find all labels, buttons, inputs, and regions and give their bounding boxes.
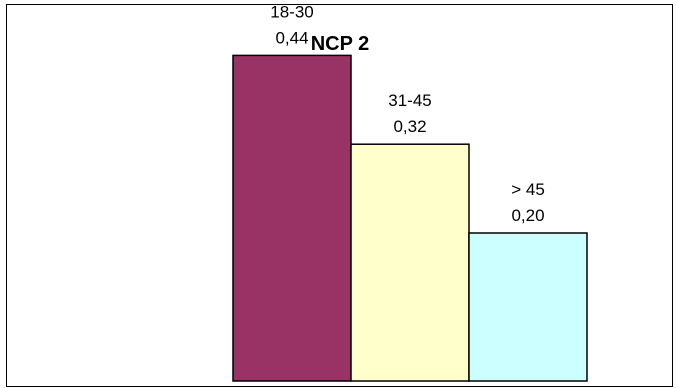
labels-group: 18-30 0,44 31-45 0,32 > 45 0,20 (270, 2, 545, 225)
value-label-2: 0,20 (511, 206, 544, 225)
bars-group (232, 54, 588, 382)
chart-title: NCP 2 (311, 33, 370, 55)
bar-2 (468, 232, 588, 382)
category-label-2: > 45 (511, 180, 545, 199)
category-label-0: 18-30 (270, 2, 313, 21)
category-label-1: 31-45 (388, 91, 431, 110)
bar-0 (232, 54, 352, 382)
bar-1 (350, 143, 470, 382)
value-label-0: 0,44 (275, 28, 308, 47)
value-label-1: 0,32 (393, 117, 426, 136)
